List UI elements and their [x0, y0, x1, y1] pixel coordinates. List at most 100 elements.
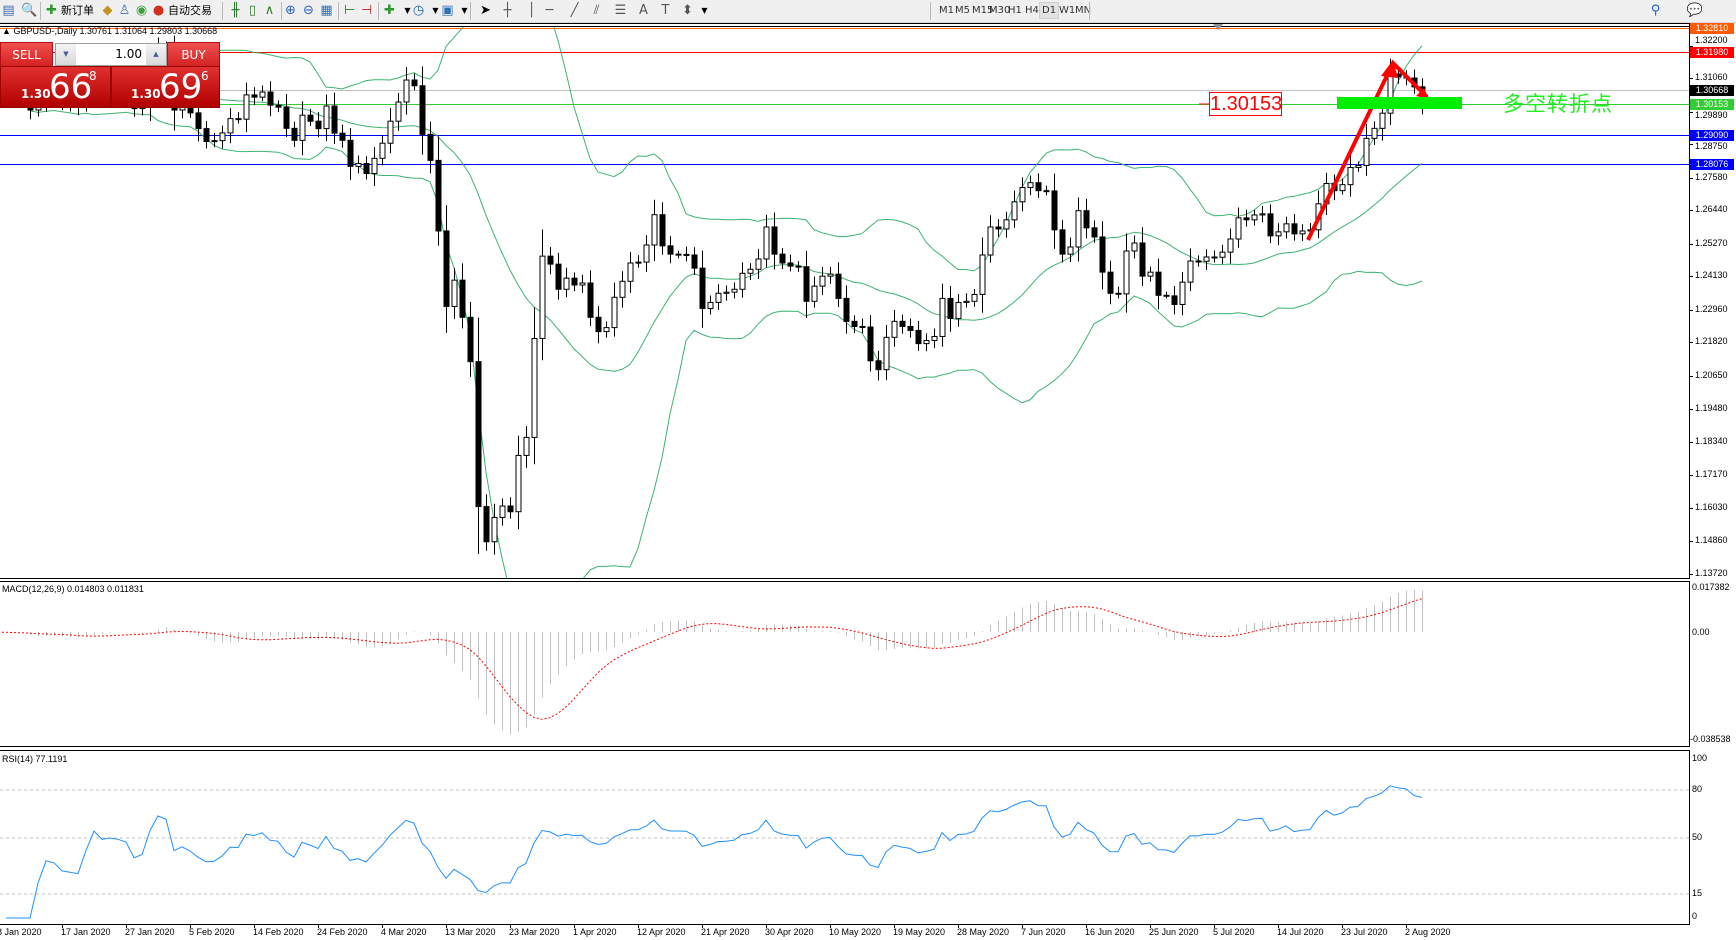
tile-windows-icon[interactable]: ▦	[320, 3, 333, 18]
horizontal-line-icon[interactable]: ─	[545, 3, 554, 18]
candle-body-bear	[315, 120, 322, 130]
date-tick-label: 27 Jan 2020	[125, 927, 175, 937]
date-tick-label: 24 Feb 2020	[317, 927, 368, 937]
line-chart-icon[interactable]: ∧	[264, 3, 275, 18]
date-tick-label: 16 Jun 2020	[1085, 927, 1135, 937]
zoom-in-icon[interactable]: ⊕	[285, 3, 296, 18]
candlestick-chart-icon[interactable]: ▯	[248, 3, 257, 18]
candle-body-bull	[627, 262, 634, 282]
buy-price-button[interactable]: 1.30 69 6	[111, 66, 220, 108]
candle	[683, 246, 690, 262]
candle-body-bear	[1195, 260, 1202, 263]
candle	[547, 246, 554, 275]
candle	[251, 87, 258, 105]
candle	[443, 205, 450, 333]
equidistant-channel-icon[interactable]: ⫽	[593, 3, 600, 18]
candle	[515, 435, 522, 530]
dropdown-arrow-icon[interactable]: ▼	[432, 6, 439, 15]
timeframe-m30[interactable]: M30	[989, 5, 1011, 16]
candle	[835, 262, 842, 307]
rsi-axis-0: 0	[1692, 911, 1698, 921]
auto-trading-icon[interactable]: ●	[152, 3, 165, 18]
cursor-icon[interactable]: ➤	[480, 3, 491, 18]
profiles-icon[interactable]: 🔍	[21, 3, 38, 18]
candle	[827, 266, 834, 284]
dropdown-arrow-icon[interactable]: ▼	[461, 6, 468, 15]
text-label-icon[interactable]: T	[661, 3, 670, 18]
templates-icon[interactable]: ▣	[441, 3, 454, 18]
auto-trading-button[interactable]: 自动交易	[168, 4, 212, 17]
candle	[1371, 121, 1378, 145]
candle-body-bear	[1091, 227, 1098, 238]
new-order-icon[interactable]: ✚	[46, 3, 57, 18]
zoom-out-icon[interactable]: ⊖	[303, 3, 314, 18]
dropdown-arrow-icon[interactable]: ▼	[701, 6, 708, 15]
candle	[1187, 248, 1194, 292]
candle	[595, 306, 602, 344]
price-tick-mark	[1689, 78, 1693, 80]
candle-body-bull	[1355, 165, 1362, 169]
buy-button[interactable]: BUY	[167, 42, 220, 68]
macd-label: MACD(12,26,9) 0.014803 0.011831	[2, 584, 144, 594]
date-tick-label: 1 Apr 2020	[573, 927, 617, 937]
lot-size-input[interactable]: 1.00	[115, 47, 142, 61]
navigator-icon[interactable]: ♙	[118, 3, 131, 18]
price-tick-mark	[1689, 441, 1693, 443]
lot-size-field[interactable]: ▼ 1.00 ▲	[55, 43, 167, 66]
search-icon[interactable]: ⚲	[1650, 3, 1661, 18]
crosshair-icon[interactable]: ┼	[503, 3, 512, 18]
chat-icon[interactable]: 💬	[1686, 3, 1704, 18]
dropdown-arrow-icon[interactable]: ▼	[404, 6, 411, 15]
date-tick-label: 14 Feb 2020	[253, 927, 304, 937]
candle-body-bear	[1171, 295, 1178, 305]
timeframe-m5[interactable]: M5	[955, 5, 970, 16]
price-tick-label: 1.25270	[1695, 237, 1728, 248]
sell-price-prefix: 1.30	[21, 87, 51, 101]
arrows-icon[interactable]: ⬍	[682, 3, 693, 18]
chart-shift-marker[interactable]	[1213, 24, 1223, 30]
candle-body-bull	[763, 226, 770, 260]
candle	[1115, 286, 1122, 299]
lot-decrease-button[interactable]: ▼	[56, 44, 76, 65]
date-tick-label: 30 Apr 2020	[765, 927, 814, 937]
text-icon[interactable]: A	[639, 3, 648, 18]
new-order-button[interactable]: 新订单	[61, 4, 94, 17]
pivot-zone-rectangle[interactable]	[1337, 97, 1462, 109]
timeframe-m1[interactable]: M1	[939, 5, 954, 16]
candle-body-bull	[579, 282, 586, 286]
chart-shift-icon[interactable]: ⊣	[360, 3, 373, 18]
trendline-icon[interactable]: ╱	[570, 3, 579, 18]
candle-body-bear	[859, 325, 866, 328]
candle-body-bear	[1267, 213, 1274, 237]
terminal-icon[interactable]: ◉	[135, 3, 148, 18]
data-window-icon[interactable]: ◆	[102, 3, 113, 18]
timeframe-d1[interactable]: D1	[1039, 2, 1060, 19]
bar-chart-icon[interactable]: ╫	[231, 3, 240, 18]
sell-price-fraction: 8	[89, 69, 97, 83]
autoscroll-icon[interactable]: ⊢	[343, 3, 356, 18]
timeframe-h4[interactable]: H4	[1025, 5, 1039, 16]
indicators-icon[interactable]: ✚	[384, 3, 395, 18]
periods-icon[interactable]: ◷	[412, 3, 425, 18]
date-tick-mark	[318, 924, 319, 928]
candle	[1339, 178, 1346, 195]
timeframe-mn[interactable]: MN	[1075, 5, 1092, 16]
fibonacci-icon[interactable]: ☰	[614, 3, 627, 18]
pivot-point-text[interactable]: 多空转折点	[1503, 92, 1613, 116]
candle	[1051, 173, 1058, 249]
lot-increase-button[interactable]: ▲	[146, 44, 166, 65]
vertical-line-icon[interactable]: │	[527, 3, 536, 18]
level-price-label[interactable]: 1.30153	[1209, 92, 1283, 116]
candle	[787, 254, 794, 272]
sell-button[interactable]: SELL	[0, 42, 53, 68]
timeframe-h1[interactable]: H1	[1008, 5, 1022, 16]
collapse-triangle-icon[interactable]: ▲	[2, 26, 11, 36]
sell-price-button[interactable]: 1.30 66 8	[0, 66, 111, 108]
candle-body-bull	[323, 105, 330, 130]
timeframe-m15[interactable]: M15	[972, 5, 994, 16]
candle-body-bear	[1083, 210, 1090, 229]
timeframe-w1[interactable]: W1	[1059, 5, 1076, 16]
chart-window-icon[interactable]: ▤	[2, 3, 15, 18]
candle	[691, 247, 698, 276]
